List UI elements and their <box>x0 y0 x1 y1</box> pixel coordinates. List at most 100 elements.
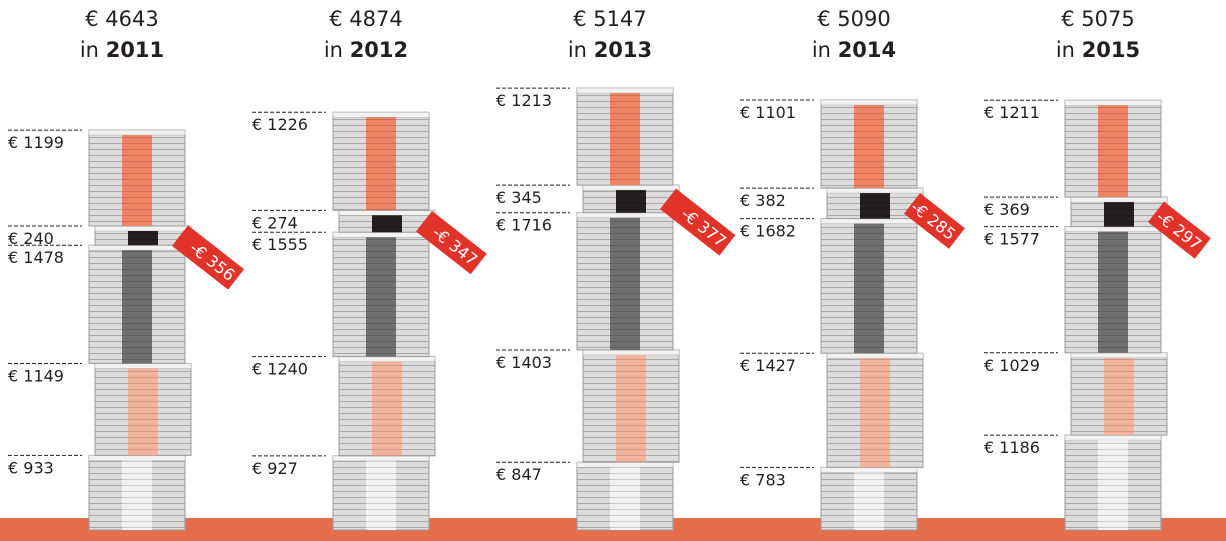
paper-top <box>826 352 924 359</box>
stripe-texture <box>122 250 152 364</box>
segment-label: € 1029 <box>984 356 1040 375</box>
segment-label: € 1149 <box>8 366 64 385</box>
year-label: in 2014 <box>812 38 896 62</box>
stripe-texture <box>128 231 158 246</box>
year-prefix: in <box>568 38 587 62</box>
stripe-texture <box>372 215 402 233</box>
segment-label: € 1716 <box>496 216 552 235</box>
year: 2013 <box>594 38 652 62</box>
paper-top <box>332 231 430 238</box>
stripe-texture <box>610 217 640 350</box>
total-label: € 4643 <box>85 7 158 31</box>
stripe-texture <box>366 117 396 211</box>
segment-label: € 1101 <box>740 103 796 122</box>
paper-top <box>1064 99 1162 106</box>
paper-top <box>820 99 918 106</box>
stripe-texture <box>122 135 152 226</box>
paper-top <box>1064 226 1162 232</box>
stripe-texture <box>854 472 884 530</box>
paper-top <box>820 467 918 473</box>
paper-top <box>582 184 680 191</box>
paper-top <box>94 225 192 232</box>
stripe-texture <box>1104 357 1134 436</box>
paper-top <box>576 212 674 218</box>
segment-label: € 927 <box>252 459 298 478</box>
total-label: € 5090 <box>817 7 890 31</box>
paper-top <box>1064 434 1162 441</box>
stripe-texture <box>366 237 396 357</box>
year-gap <box>831 38 838 62</box>
year-gap <box>99 38 106 62</box>
stripe-texture <box>128 368 158 456</box>
paper-top <box>332 455 430 462</box>
year-prefix: in <box>1056 38 1075 62</box>
year: 2012 <box>350 38 408 62</box>
paper-top <box>826 187 924 194</box>
stripe-texture <box>372 361 402 456</box>
year: 2015 <box>1082 38 1140 62</box>
discount-tag-body <box>171 225 245 290</box>
paper-top <box>576 87 674 94</box>
segment-label: € 1427 <box>740 356 796 375</box>
segment-label: € 240 <box>8 229 54 248</box>
year-label: in 2013 <box>568 38 652 62</box>
year-prefix: in <box>324 38 343 62</box>
paper-top <box>338 356 436 362</box>
paper-top <box>1070 196 1168 203</box>
stripe-texture <box>616 355 646 463</box>
segment-label: € 783 <box>740 470 786 489</box>
segment-label: € 933 <box>8 458 54 477</box>
year-prefix: in <box>80 38 99 62</box>
total-label: € 4874 <box>329 7 402 31</box>
stripe-texture <box>1104 202 1134 227</box>
segment-label: € 847 <box>496 465 542 484</box>
segment-label: € 274 <box>252 213 298 232</box>
stripe-texture <box>1098 105 1128 198</box>
segment-label: € 1199 <box>8 133 64 152</box>
stripe-texture <box>1098 440 1128 530</box>
total-label: € 5147 <box>573 7 646 31</box>
paper-top <box>88 455 186 461</box>
discount-tag: -€ 297 <box>1147 201 1211 259</box>
paper-top <box>582 349 680 356</box>
year-label: in 2012 <box>324 38 408 62</box>
discount-tag-body <box>415 211 487 275</box>
year-gap <box>343 38 350 62</box>
total-label: € 5075 <box>1061 7 1134 31</box>
stripe-texture <box>1098 231 1128 353</box>
paper-top <box>94 363 192 369</box>
year: 2014 <box>838 38 896 62</box>
segment-label: € 1478 <box>8 248 64 267</box>
year-prefix: in <box>812 38 831 62</box>
segment-label: € 1213 <box>496 91 552 110</box>
year: 2011 <box>106 38 164 62</box>
segment-label: € 1682 <box>740 222 796 241</box>
discount-tag-body <box>903 193 965 249</box>
year-label: in 2015 <box>1056 38 1140 62</box>
discount-tag-body <box>1147 201 1211 259</box>
segment-label: € 369 <box>984 200 1030 219</box>
stripe-texture <box>616 190 646 213</box>
segment-label: € 1403 <box>496 353 552 372</box>
stripe-texture <box>860 358 890 468</box>
paper-top <box>88 244 186 251</box>
segment-label: € 1555 <box>252 235 308 254</box>
paper-top <box>576 461 674 468</box>
paper-top <box>1070 352 1168 359</box>
segment-label: € 1226 <box>252 115 308 134</box>
year-gap <box>587 38 594 62</box>
segment-label: € 1240 <box>252 360 308 379</box>
stripe-texture <box>366 460 396 530</box>
stripe-texture <box>122 460 152 530</box>
paper-top <box>88 129 186 136</box>
stripe-texture <box>860 193 890 219</box>
segment-label: € 1186 <box>984 438 1040 457</box>
stripe-texture <box>610 467 640 530</box>
stripe-texture <box>610 93 640 186</box>
segment-label: € 382 <box>740 191 786 210</box>
paper-top <box>332 111 430 118</box>
paper-top <box>338 210 436 216</box>
year-gap <box>1075 38 1082 62</box>
stripe-texture <box>854 105 884 189</box>
